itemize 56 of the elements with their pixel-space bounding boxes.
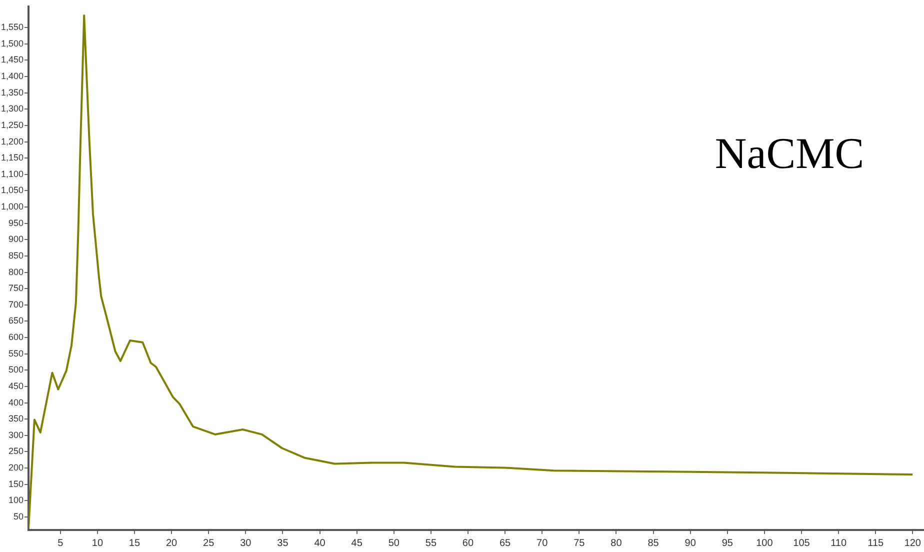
y-tick-label: 1,300 (0, 104, 24, 114)
y-tick-label: 1,400 (0, 71, 24, 82)
y-tick-label: 1,350 (0, 87, 24, 98)
y-tick-label: 850 (8, 250, 24, 260)
x-tick-label: 65 (499, 538, 512, 549)
y-tick-label: 1,150 (0, 152, 24, 163)
x-tick-label: 90 (684, 538, 696, 549)
x-tick-label: 30 (240, 538, 252, 549)
y-tick-label: 300 (8, 430, 24, 440)
annotation: NaCMC (714, 128, 864, 178)
y-tick-label: 1,100 (0, 168, 24, 179)
y-tick-label: 1,550 (0, 22, 24, 32)
x-tick-label: 45 (351, 538, 363, 549)
y-tick-label: 800 (8, 266, 24, 277)
x-tick-label: 60 (462, 538, 474, 549)
y-tick-label: 1,050 (0, 185, 24, 196)
x-tick-label: 100 (756, 538, 774, 549)
x-tick-label: 5 (58, 538, 64, 549)
x-tick-label: 25 (203, 538, 215, 549)
y-tick-label: 550 (8, 348, 24, 358)
x-tick-label: 110 (830, 538, 847, 549)
y-tick-label: 750 (8, 283, 24, 294)
y-tick-label: 1,200 (0, 136, 24, 146)
x-tick-label: 115 (868, 538, 884, 549)
x-tick-label: 40 (314, 538, 326, 549)
y-tick-label: 650 (8, 316, 24, 326)
y-tick-label: 350 (8, 414, 24, 424)
x-tick-label: 55 (425, 538, 437, 549)
y-tick-label: 400 (8, 397, 24, 408)
x-tick-label: 20 (166, 538, 178, 549)
y-tick-label: 1,500 (0, 38, 24, 48)
y-tick-label: 1,250 (0, 120, 24, 130)
x-tick-label: 70 (536, 538, 548, 549)
y-tick-label: 250 (8, 446, 24, 456)
y-tick-label: 1,000 (0, 202, 24, 212)
x-tick-label: 75 (574, 538, 586, 549)
y-tick-label: 50 (14, 511, 24, 522)
y-tick-label: 500 (8, 364, 24, 375)
x-tick-label: 50 (388, 538, 400, 549)
x-tick-label: 105 (793, 538, 810, 549)
y-tick-label: 900 (8, 234, 24, 244)
y-tick-label: 1,450 (0, 54, 24, 65)
y-tick-label: 150 (8, 478, 24, 489)
x-tick-label: 95 (722, 538, 734, 549)
y-tick-label: 600 (8, 332, 24, 342)
x-tick-label: 15 (128, 538, 140, 549)
y-tick-label: 950 (8, 218, 24, 228)
y-tick-label: 700 (8, 299, 24, 310)
x-tick-label: 35 (277, 538, 289, 549)
x-tick-label: 85 (648, 538, 660, 549)
x-tick-label: 10 (92, 538, 104, 549)
y-tick-label: 100 (8, 495, 24, 506)
y-tick-label: 450 (8, 380, 24, 391)
x-tick-label: 80 (610, 538, 622, 549)
y-tick-label: 200 (8, 462, 24, 472)
x-tick-label: 120 (904, 538, 922, 549)
